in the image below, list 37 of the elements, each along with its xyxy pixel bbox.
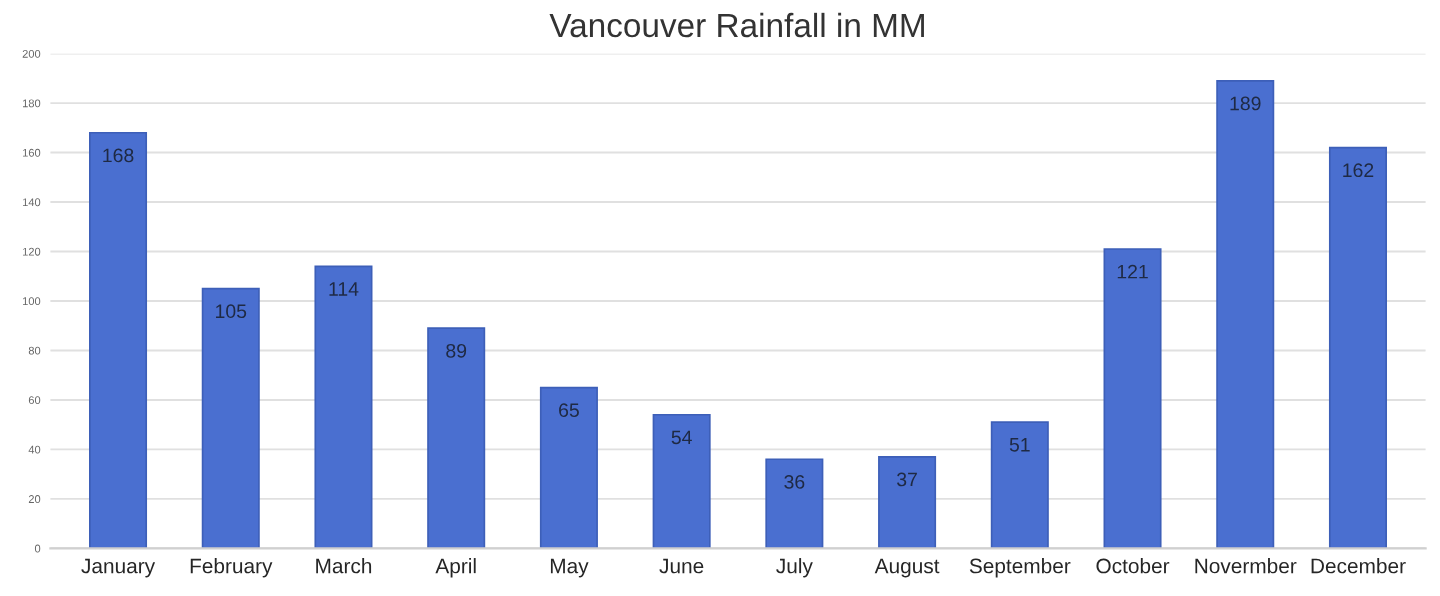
bar: [1328, 146, 1387, 549]
data-label: 54: [671, 430, 692, 445]
bar: [89, 131, 148, 549]
data-label: 36: [784, 475, 805, 489]
x-tick-label: December: [1311, 558, 1406, 574]
x-tick-label: February: [190, 558, 273, 578]
bar: [201, 287, 260, 549]
bar: [1216, 80, 1275, 549]
x-tick-label: July: [776, 558, 813, 578]
data-label: 89: [446, 343, 467, 358]
x-tick-label: October: [1096, 558, 1170, 574]
data-label: 189: [1230, 96, 1261, 111]
data-label: 51: [1009, 438, 1030, 452]
chart-title: Vancouver Rainfall in MM: [549, 12, 924, 38]
data-label: 121: [1117, 264, 1148, 279]
x-tick-label: May: [550, 558, 589, 578]
data-label: 105: [216, 304, 247, 319]
bar: [990, 421, 1049, 549]
bar: [539, 386, 598, 549]
x-tick-label: September: [969, 558, 1071, 578]
x-tick-label: March: [316, 558, 372, 574]
bar: [427, 327, 486, 549]
data-label: 114: [329, 282, 359, 296]
bar: [1103, 248, 1162, 549]
bar: [765, 458, 824, 549]
bar: [652, 413, 711, 549]
x-tick-label: Novermber: [1195, 558, 1297, 574]
data-label: 65: [559, 403, 579, 418]
data-label: 162: [1343, 163, 1374, 178]
bar: [878, 455, 937, 549]
data-label: 168: [103, 148, 134, 163]
data-label: 37: [897, 472, 917, 487]
x-tick-label: April: [435, 558, 476, 578]
x-tick-label: August: [874, 558, 940, 578]
bar: [314, 265, 373, 549]
x-tick-label: June: [659, 558, 704, 574]
x-tick-label: January: [81, 558, 156, 578]
